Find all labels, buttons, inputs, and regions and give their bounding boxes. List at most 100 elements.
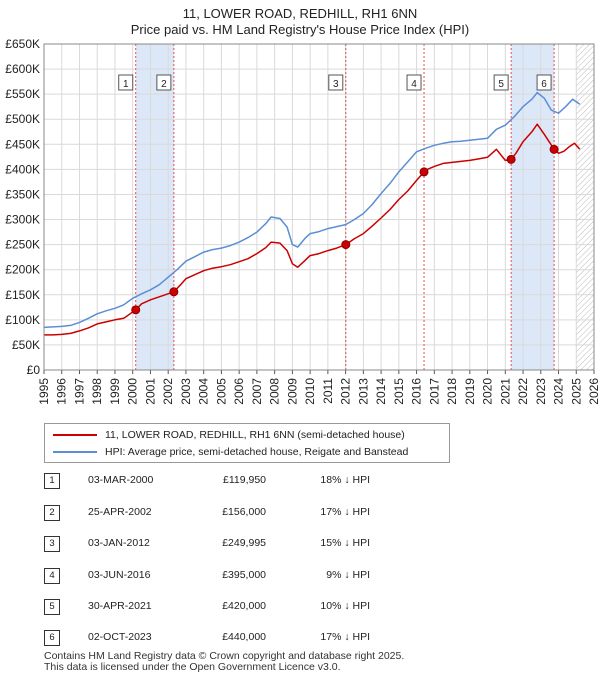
y-tick-label: £200K [5,263,40,277]
x-tick-label: 2007 [250,378,264,405]
x-tick-label: 2013 [356,378,370,405]
sale-point [341,240,351,250]
sale-label: 3 [333,79,339,90]
footer-licence: This data is licensed under the Open Gov… [44,661,341,673]
sale-label-box [493,74,509,91]
series-line-price-paid [44,123,581,336]
x-tick-label: 2012 [339,378,353,405]
sale-label: 1 [123,79,129,90]
transaction-date: 02-OCT-2023 [88,631,152,643]
transaction-date: 25-APR-2002 [88,506,152,518]
x-tick-label: 2002 [161,378,175,405]
y-tick-label: £50K [12,338,40,352]
sale-label: 6 [541,79,547,90]
transaction-hpi-diff: 15% ↓ HPI [320,537,370,549]
series-line-hpi [43,91,581,329]
x-tick-label: 2021 [498,378,512,405]
transaction-price: £156,000 [222,506,266,518]
sale-label-box [156,74,172,91]
table-row: 2 25-APR-2002 £156,000 17% ↓ HPI [0,502,600,522]
transaction-number: 5 [44,599,60,615]
chart-title-line1: 11, LOWER ROAD, REDHILL, RH1 6NN [182,6,418,21]
sale-point [131,305,141,315]
table-row: 4 03-JUN-2016 £395,000 9% ↓ HPI [0,565,600,585]
footer-copyright: Contains HM Land Registry data © Crown c… [44,650,405,662]
transaction-price: £395,000 [222,569,266,581]
table-row: 5 30-APR-2021 £420,000 10% ↓ HPI [0,596,600,616]
y-tick-label: £600K [5,62,40,76]
x-tick-label: 2008 [268,378,282,405]
transaction-price: £119,950 [222,474,266,486]
x-tick-label: 2018 [445,378,459,405]
x-tick-label: 2022 [516,378,530,405]
transaction-number: 2 [44,505,60,521]
x-tick-label: 2019 [463,378,477,405]
y-tick-label: £550K [5,87,40,101]
projection-hatch [576,44,594,370]
price-chart: £0 £50K £100K £150K £200K £250K £300K £350K £400… [5,37,600,405]
x-tick-label: 2003 [179,378,193,405]
y-tick-label: £0 [27,363,41,377]
legend-item-price-paid: 11, LOWER ROAD, REDHILL, RH1 6NN (semi-d… [53,427,405,443]
sale-label-box [536,74,552,91]
sale-label: 5 [498,79,504,90]
plot-frame [43,43,595,371]
transaction-number: 6 [44,630,60,646]
transaction-hpi-diff: 17% ↓ HPI [320,631,370,643]
x-tick-label: 2020 [481,378,495,405]
sale-label: 2 [161,79,167,90]
chart-title-line2: Price paid vs. HM Land Registry's House … [130,22,470,37]
legend-item-hpi: HPI: Average price, semi-detached house,… [53,444,408,460]
x-tick-label: 1996 [55,378,69,405]
x-tick-label: 1998 [90,378,104,405]
transaction-price: £249,995 [222,537,266,549]
transaction-hpi-diff: 9% ↓ HPI [326,569,370,581]
x-tick-label: 2016 [410,378,424,405]
chart-legend: 11, LOWER ROAD, REDHILL, RH1 6NN (semi-d… [44,423,450,463]
x-tick-label: 2023 [534,378,548,405]
sale-point [169,287,179,297]
x-tick-label: 1999 [108,378,122,405]
x-tick-label: 2024 [552,378,566,405]
table-row: 1 03-MAR-2000 £119,950 18% ↓ HPI [0,470,600,490]
x-tick-label: 2014 [374,378,388,405]
y-tick-label: £500K [5,112,40,126]
legend-swatch-hpi [53,451,97,454]
x-tick-label: 2011 [321,378,335,404]
x-tick-label: 2001 [143,378,157,405]
y-tick-label: £450K [5,137,40,151]
y-tick-label: £150K [5,288,40,302]
legend-swatch-price-paid [53,434,97,437]
x-tick-label: 2005 [214,378,228,405]
transaction-number: 3 [44,536,60,552]
y-tick-label: £350K [5,187,40,201]
x-tick-label: 2006 [232,378,246,405]
chart-title: 11, LOWER ROAD, REDHILL, RH1 6NN Price p… [0,6,600,38]
transaction-price: £440,000 [222,631,266,643]
x-tick-label: 2010 [303,378,317,405]
table-row: 3 03-JAN-2012 £249,995 15% ↓ HPI [0,533,600,553]
legend-label-price-paid: 11, LOWER ROAD, REDHILL, RH1 6NN (semi-d… [105,429,405,441]
transaction-number: 4 [44,568,60,584]
x-tick-label: 2004 [197,378,211,405]
transaction-date: 03-JAN-2012 [88,537,150,549]
legend-label-hpi: HPI: Average price, semi-detached house,… [105,446,409,458]
x-tick-label: 2009 [285,378,299,405]
x-tick-label: 1997 [72,378,86,405]
y-tick-label: £250K [5,238,40,252]
y-tick-label: £100K [5,313,40,327]
y-tick-label: £400K [5,162,40,176]
x-tick-label: 2015 [392,378,406,405]
transaction-price: £420,000 [222,600,266,612]
transaction-hpi-diff: 17% ↓ HPI [320,506,370,518]
sale-label-box [406,74,422,91]
sale-point [549,144,559,154]
table-row: 6 02-OCT-2023 £440,000 17% ↓ HPI [0,627,600,647]
x-tick-label: 2025 [569,378,583,405]
sale-band [135,44,174,370]
sale-label-box [118,74,134,91]
sale-label-box [328,74,344,91]
transaction-hpi-diff: 10% ↓ HPI [320,600,370,612]
transaction-date: 30-APR-2021 [88,600,152,612]
x-tick-label: 1995 [37,378,51,405]
